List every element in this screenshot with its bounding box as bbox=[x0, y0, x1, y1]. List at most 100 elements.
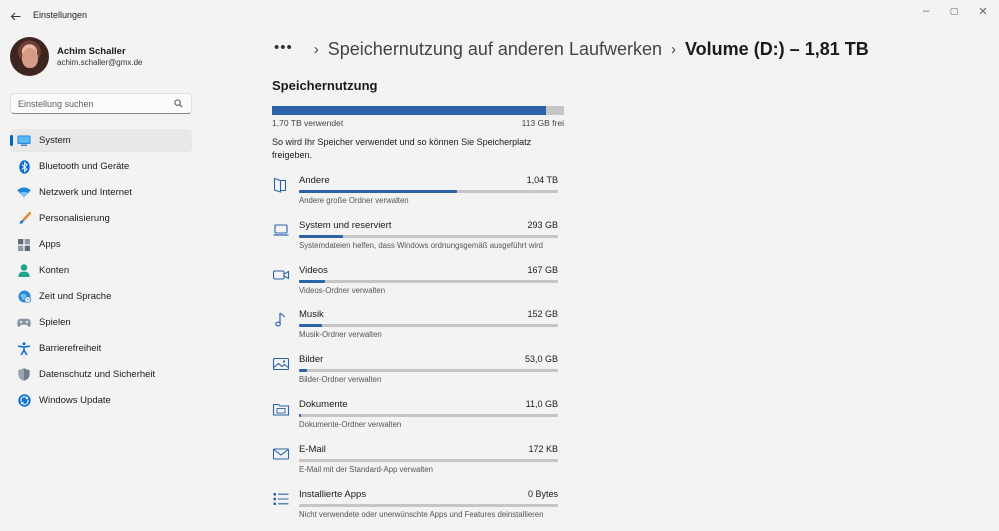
search-box[interactable] bbox=[10, 93, 192, 114]
sidebar-item-accessibility[interactable]: Barrierefreiheit bbox=[10, 337, 192, 360]
user-email: achim.schaller@gmx.de bbox=[57, 58, 143, 67]
category-other[interactable]: Andere 1,04 TB Andere große Ordner verwa… bbox=[272, 173, 562, 218]
chevron-right-icon: › bbox=[671, 40, 677, 58]
close-button[interactable]: ✕ bbox=[971, 4, 995, 18]
avatar[interactable] bbox=[10, 37, 49, 76]
sidebar-item-label: System bbox=[39, 135, 71, 146]
brush-icon bbox=[17, 212, 31, 225]
system-icon bbox=[17, 134, 31, 147]
gamepad-icon bbox=[17, 316, 31, 329]
category-description: Videos-Ordner verwalten bbox=[299, 285, 386, 295]
sidebar-item-privacy-security[interactable]: Datenschutz und Sicherheit bbox=[10, 363, 192, 386]
sidebar-item-label: Datenschutz und Sicherheit bbox=[39, 369, 156, 380]
category-description: Andere große Ordner verwalten bbox=[299, 196, 409, 205]
sidebar-item-label: Barrierefreiheit bbox=[39, 343, 102, 354]
minimize-icon: – bbox=[922, 5, 930, 17]
total-usage-fill bbox=[272, 106, 547, 115]
folder-open-icon bbox=[273, 177, 287, 193]
category-name: Installierte Apps bbox=[299, 488, 367, 500]
category-name: E-Mail bbox=[299, 443, 326, 455]
chevron-right-icon: › bbox=[313, 40, 319, 58]
close-icon: ✕ bbox=[978, 5, 988, 18]
breadcrumb-more-button[interactable]: ••• bbox=[274, 38, 293, 56]
category-usage-bar bbox=[299, 234, 558, 238]
globe-clock-icon bbox=[17, 290, 31, 303]
category-usage-bar bbox=[299, 503, 558, 507]
search-icon[interactable] bbox=[174, 99, 183, 108]
category-usage-fill bbox=[299, 413, 301, 417]
category-name: Dokumente bbox=[299, 398, 348, 410]
picture-icon bbox=[272, 358, 290, 371]
free-space-label: 113 GB frei bbox=[521, 118, 564, 128]
category-usage-bar bbox=[299, 190, 558, 193]
page-title: Volume (D:) – 1,81 TB bbox=[685, 38, 869, 59]
sidebar-item-label: Zeit und Sprache bbox=[39, 291, 112, 302]
documents-folder-icon bbox=[272, 403, 290, 416]
category-documents[interactable]: Dokumente 11,0 GB Dokumente-Ordner verwa… bbox=[272, 397, 562, 442]
category-videos[interactable]: Videos 167 GB Videos-Ordner verwalten bbox=[272, 263, 562, 308]
category-pictures[interactable]: Bilder 53,0 GB Bilder-Ordner verwalten bbox=[272, 352, 562, 397]
sidebar-item-label: Personalisierung bbox=[39, 213, 110, 224]
shield-icon bbox=[17, 368, 31, 381]
category-size: 1,04 TB bbox=[526, 175, 558, 185]
category-size: 293 GB bbox=[527, 219, 558, 230]
category-usage-bar bbox=[299, 324, 558, 328]
sidebar-item-label: Netzwerk und Internet bbox=[39, 187, 132, 198]
user-name: Achim Schaller bbox=[57, 46, 126, 57]
sidebar-item-system[interactable]: System bbox=[10, 129, 192, 152]
search-input[interactable] bbox=[18, 97, 168, 110]
account-icon bbox=[17, 264, 31, 277]
category-size: 152 GB bbox=[527, 309, 558, 320]
category-description: Nicht verwendete oder unerwünschte Apps … bbox=[299, 509, 544, 519]
sidebar-nav: System Bluetooth und Geräte Netzwerk und… bbox=[10, 129, 192, 415]
sidebar-item-apps[interactable]: Apps bbox=[10, 233, 192, 256]
category-usage-fill bbox=[299, 324, 323, 328]
bluetooth-icon bbox=[17, 159, 31, 174]
category-usage-bar bbox=[299, 413, 558, 417]
sidebar-item-personalization[interactable]: Personalisierung bbox=[10, 207, 192, 230]
breadcrumb: ••• › Speichernutzung auf anderen Laufwe… bbox=[274, 36, 869, 62]
category-size: 0 Bytes bbox=[527, 488, 558, 499]
total-usage-bar bbox=[272, 106, 564, 115]
sidebar-item-label: Apps bbox=[39, 239, 61, 250]
minimize-button[interactable]: – bbox=[914, 4, 938, 18]
sidebar-item-bluetooth[interactable]: Bluetooth und Geräte bbox=[10, 155, 192, 178]
wifi-icon bbox=[17, 186, 31, 199]
sidebar-item-label: Spielen bbox=[39, 317, 71, 328]
category-size: 11,0 GB bbox=[525, 398, 558, 409]
category-installed-apps[interactable]: Installierte Apps 0 Bytes Nicht verwende… bbox=[272, 487, 562, 531]
category-name: Andere bbox=[299, 175, 330, 186]
category-description: Dokumente-Ordner verwalten bbox=[299, 419, 402, 429]
sidebar-item-time-language[interactable]: Zeit und Sprache bbox=[10, 285, 192, 308]
category-description: Bilder-Ordner verwalten bbox=[299, 375, 382, 385]
category-usage-fill bbox=[299, 234, 344, 238]
back-arrow-icon bbox=[10, 12, 20, 20]
category-size: 172 KB bbox=[528, 443, 558, 454]
category-usage-fill bbox=[299, 369, 307, 373]
category-usage-fill bbox=[299, 190, 457, 193]
app-list-icon bbox=[273, 492, 289, 505]
sidebar-item-network[interactable]: Netzwerk und Internet bbox=[10, 181, 192, 204]
category-usage-bar bbox=[299, 458, 558, 462]
sidebar-item-gaming[interactable]: Spielen bbox=[10, 311, 192, 334]
sidebar-item-label: Bluetooth und Geräte bbox=[39, 161, 130, 172]
music-note-icon bbox=[275, 312, 285, 327]
category-size: 53,0 GB bbox=[524, 354, 558, 365]
category-music[interactable]: Musik 152 GB Musik-Ordner verwalten bbox=[272, 307, 562, 352]
maximize-button[interactable]: ▢ bbox=[942, 4, 966, 18]
category-usage-fill bbox=[299, 279, 325, 283]
category-system-reserved[interactable]: System und reserviert 293 GB Systemdatei… bbox=[272, 218, 562, 263]
category-email[interactable]: E-Mail 172 KB E-Mail mit der Standard-Ap… bbox=[272, 442, 562, 487]
category-usage-bar bbox=[299, 279, 558, 283]
mail-icon bbox=[272, 448, 290, 460]
sidebar-item-label: Windows Update bbox=[39, 395, 111, 406]
sidebar-item-windows-update[interactable]: Windows Update bbox=[10, 389, 192, 412]
accessibility-icon bbox=[17, 342, 31, 355]
breadcrumb-item-other-drives[interactable]: Speichernutzung auf anderen Laufwerken bbox=[327, 38, 663, 59]
sidebar-item-accounts[interactable]: Konten bbox=[10, 259, 192, 282]
used-space-label: 1,70 TB verwendet bbox=[272, 118, 344, 128]
section-title: Speichernutzung bbox=[272, 78, 378, 93]
apps-icon bbox=[17, 238, 31, 251]
back-button[interactable] bbox=[6, 8, 24, 24]
laptop-icon bbox=[273, 224, 289, 236]
